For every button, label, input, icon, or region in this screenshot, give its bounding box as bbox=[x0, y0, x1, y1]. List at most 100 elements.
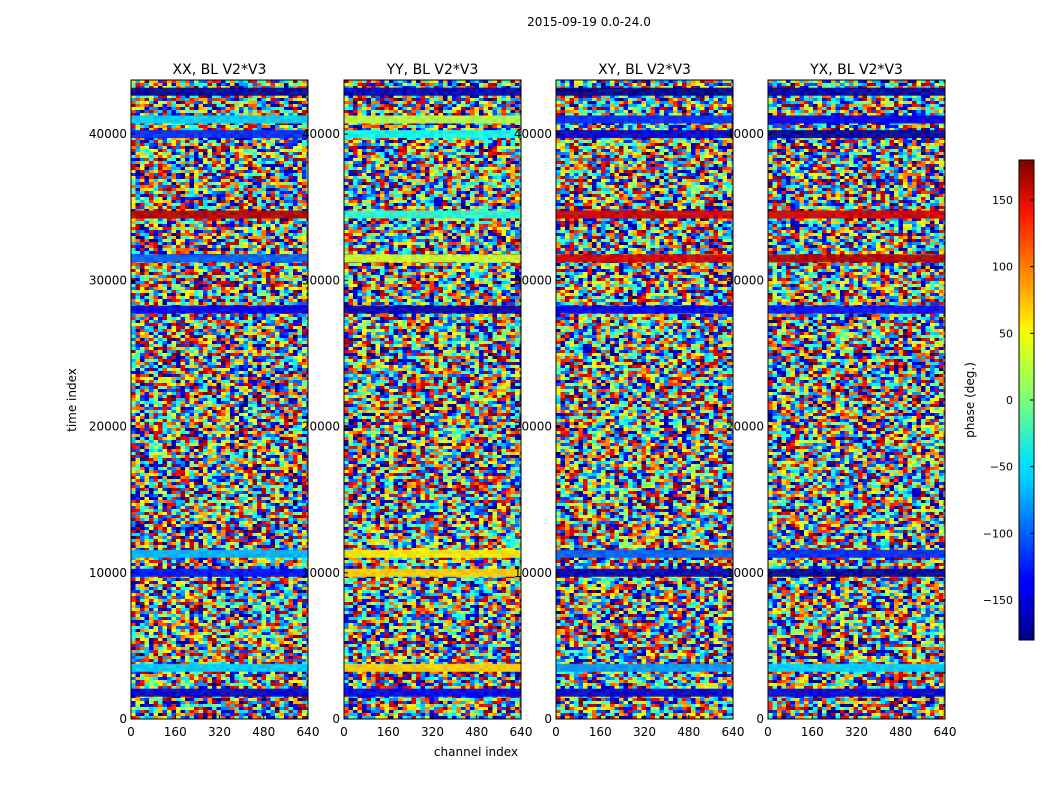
panel-yx: YX, BL V2*V3 0 160 320 480 640 0 10000 20000 3000… bbox=[726, 62, 957, 739]
x-tick-label: 0 bbox=[552, 725, 560, 739]
phase-band bbox=[556, 306, 733, 314]
x-tick-label: 160 bbox=[164, 725, 187, 739]
panels-group: XX, BL V2*V3 0 160 320 480 640 0 10000 20000 3000… bbox=[65, 62, 956, 759]
phase-band bbox=[556, 211, 733, 219]
colorbar-tick-label: 100 bbox=[992, 261, 1013, 274]
colorbar-tick-label: 50 bbox=[999, 327, 1013, 340]
x-axis-label: channel index bbox=[434, 745, 518, 759]
phase-band bbox=[768, 550, 945, 558]
panel-yy: YY, BL V2*V3 0 160 320 480 640 0 10000 20000 3000… bbox=[302, 62, 533, 739]
colorbar-tick-label: 150 bbox=[992, 194, 1013, 207]
phase-band bbox=[768, 88, 945, 96]
x-tick-label: 480 bbox=[465, 725, 488, 739]
phase-band bbox=[344, 569, 521, 577]
phase-band bbox=[131, 664, 308, 672]
y-tick-label: 0 bbox=[756, 712, 764, 726]
phase-band bbox=[344, 254, 521, 262]
phase-band bbox=[768, 130, 945, 138]
x-tick-label: 480 bbox=[889, 725, 912, 739]
phase-band bbox=[344, 306, 521, 314]
phase-band bbox=[768, 306, 945, 314]
phase-band bbox=[556, 130, 733, 138]
panel-title: YX, BL V2*V3 bbox=[809, 62, 903, 78]
phase-band bbox=[556, 689, 733, 697]
y-tick-label: 40000 bbox=[514, 127, 552, 141]
y-tick-label: 40000 bbox=[302, 127, 340, 141]
phase-band bbox=[768, 116, 945, 124]
y-tick-label: 30000 bbox=[514, 273, 552, 287]
panel-heatmap-cells bbox=[556, 80, 733, 719]
y-tick-label: 20000 bbox=[89, 420, 127, 434]
phase-band bbox=[131, 254, 308, 262]
phase-band bbox=[556, 254, 733, 262]
panel-title: XX, BL V2*V3 bbox=[173, 62, 267, 78]
y-tick-label: 20000 bbox=[726, 420, 764, 434]
phase-band bbox=[131, 88, 308, 96]
x-tick-label: 160 bbox=[377, 725, 400, 739]
x-tick-label: 320 bbox=[208, 725, 231, 739]
colorbar: −150 −100 −50 0 50 100 150 phase (deg.) bbox=[963, 160, 1034, 640]
phase-band bbox=[344, 550, 521, 558]
y-tick-label: 30000 bbox=[302, 273, 340, 287]
x-tick-label: 0 bbox=[127, 725, 135, 739]
x-tick-label: 160 bbox=[801, 725, 824, 739]
colorbar-tick-label: −50 bbox=[990, 461, 1013, 474]
phase-waterfall-figure: 2015-09-19 0.0-24.0 XX, BL V2*V3 0 160 320 4… bbox=[0, 0, 1050, 800]
x-tick-label: 0 bbox=[764, 725, 772, 739]
phase-band bbox=[556, 664, 733, 672]
panel-title: XY, BL V2*V3 bbox=[598, 62, 691, 78]
x-tick-label: 320 bbox=[421, 725, 444, 739]
y-tick-label: 10000 bbox=[89, 566, 127, 580]
x-tick-label: 320 bbox=[633, 725, 656, 739]
y-tick-label: 40000 bbox=[726, 127, 764, 141]
phase-band bbox=[768, 664, 945, 672]
x-tick-label: 160 bbox=[589, 725, 612, 739]
colorbar-tick-label: −100 bbox=[983, 527, 1013, 540]
y-tick-label: 10000 bbox=[514, 566, 552, 580]
phase-band bbox=[131, 550, 308, 558]
phase-band bbox=[768, 211, 945, 219]
panel-heatmap-cells bbox=[131, 80, 308, 719]
phase-band bbox=[768, 569, 945, 577]
phase-band bbox=[131, 116, 308, 124]
y-tick-label: 30000 bbox=[726, 273, 764, 287]
colorbar-tick-label: 0 bbox=[1006, 394, 1013, 407]
y-tick-label: 0 bbox=[544, 712, 552, 726]
phase-band bbox=[768, 254, 945, 262]
phase-band bbox=[556, 88, 733, 96]
colorbar-label: phase (deg.) bbox=[963, 362, 977, 438]
x-tick-label: 640 bbox=[722, 725, 745, 739]
y-axis-label: time index bbox=[65, 368, 79, 432]
panel-xx: XX, BL V2*V30 160 320 480 640010000200003000… bbox=[89, 62, 320, 739]
x-tick-label: 640 bbox=[934, 725, 957, 739]
figure-suptitle: 2015-09-19 0.0-24.0 bbox=[527, 15, 651, 29]
phase-band bbox=[556, 569, 733, 577]
panel-title: YY, BL V2*V3 bbox=[386, 62, 479, 78]
phase-band bbox=[131, 130, 308, 138]
y-tick-label: 40000 bbox=[89, 127, 127, 141]
y-tick-label: 0 bbox=[332, 712, 340, 726]
x-tick-label: 480 bbox=[252, 725, 275, 739]
y-tick-label: 0 bbox=[119, 712, 127, 726]
phase-band bbox=[131, 306, 308, 314]
x-tick-label: 0 bbox=[340, 725, 348, 739]
phase-band bbox=[344, 211, 521, 219]
phase-band bbox=[131, 211, 308, 219]
phase-band bbox=[344, 689, 521, 697]
phase-band bbox=[131, 689, 308, 697]
panel-xy: XY, BL V2*V3 0 160 320 480 640 0 10000 20000 3000… bbox=[514, 62, 745, 739]
y-tick-label: 10000 bbox=[302, 566, 340, 580]
y-tick-label: 10000 bbox=[726, 566, 764, 580]
phase-band bbox=[131, 569, 308, 577]
phase-band bbox=[556, 116, 733, 124]
y-tick-label: 20000 bbox=[514, 420, 552, 434]
x-tick-label: 640 bbox=[297, 725, 320, 739]
phase-band bbox=[768, 689, 945, 697]
y-tick-label: 20000 bbox=[302, 420, 340, 434]
x-tick-label: 320 bbox=[845, 725, 868, 739]
colorbar-tick-label: −150 bbox=[983, 594, 1013, 607]
phase-band bbox=[556, 550, 733, 558]
x-tick-label: 480 bbox=[677, 725, 700, 739]
phase-band bbox=[344, 88, 521, 96]
x-tick-label: 640 bbox=[510, 725, 533, 739]
